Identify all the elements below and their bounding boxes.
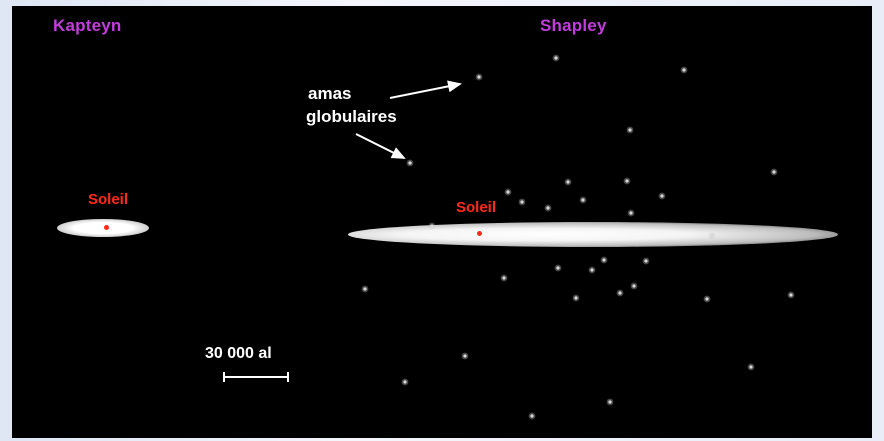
globular-cluster — [749, 365, 753, 369]
globular-cluster — [682, 68, 686, 72]
globular-clusters — [361, 54, 795, 420]
galaxy-models-panel: Kapteyn Soleil Shapley Soleil amas globu… — [12, 6, 872, 438]
kapteyn-sun-label: Soleil — [88, 191, 129, 208]
globular-cluster — [710, 234, 714, 238]
globular-cluster — [608, 400, 612, 404]
globular-cluster — [546, 206, 550, 210]
globular-cluster — [705, 297, 709, 301]
clusters-label-line1: amas — [308, 84, 352, 103]
kapteyn-galaxy-disk — [57, 219, 149, 237]
globular-cluster — [629, 211, 633, 215]
globular-cluster — [566, 180, 570, 184]
globular-cluster — [660, 194, 664, 198]
globular-cluster — [506, 190, 510, 194]
globular-cluster — [430, 224, 434, 228]
globular-cluster — [502, 276, 506, 280]
globular-cluster — [363, 287, 367, 291]
globular-cluster — [581, 198, 585, 202]
globular-cluster — [463, 354, 467, 358]
shapley-sun-label: Soleil — [456, 199, 497, 216]
globular-cluster — [625, 179, 629, 183]
globular-cluster — [644, 259, 648, 263]
globular-cluster — [590, 268, 594, 272]
kapteyn-sun-dot — [104, 225, 109, 230]
scale-bar — [223, 372, 289, 382]
globular-cluster — [602, 258, 606, 262]
globular-cluster — [403, 380, 407, 384]
clusters-label-line2: globulaires — [306, 107, 397, 126]
globular-cluster — [618, 291, 622, 295]
globular-cluster — [520, 200, 524, 204]
globular-cluster — [477, 75, 481, 79]
globular-cluster — [628, 128, 632, 132]
clusters-arrow-lower — [355, 133, 406, 159]
globular-cluster — [530, 414, 534, 418]
kapteyn-title: Kapteyn — [53, 16, 122, 35]
globular-cluster — [556, 266, 560, 270]
globular-cluster — [554, 56, 558, 60]
diagram-overlay — [223, 54, 795, 420]
globular-cluster — [772, 170, 776, 174]
globular-cluster — [632, 284, 636, 288]
shapley-title: Shapley — [540, 16, 607, 35]
shapley-sun-dot — [477, 231, 482, 236]
globular-cluster — [408, 161, 412, 165]
globular-cluster — [789, 293, 793, 297]
clusters-arrow-upper — [389, 80, 462, 99]
shapley-galaxy-disk — [348, 222, 838, 247]
scale-label: 30 000 al — [205, 345, 272, 362]
globular-cluster — [574, 296, 578, 300]
